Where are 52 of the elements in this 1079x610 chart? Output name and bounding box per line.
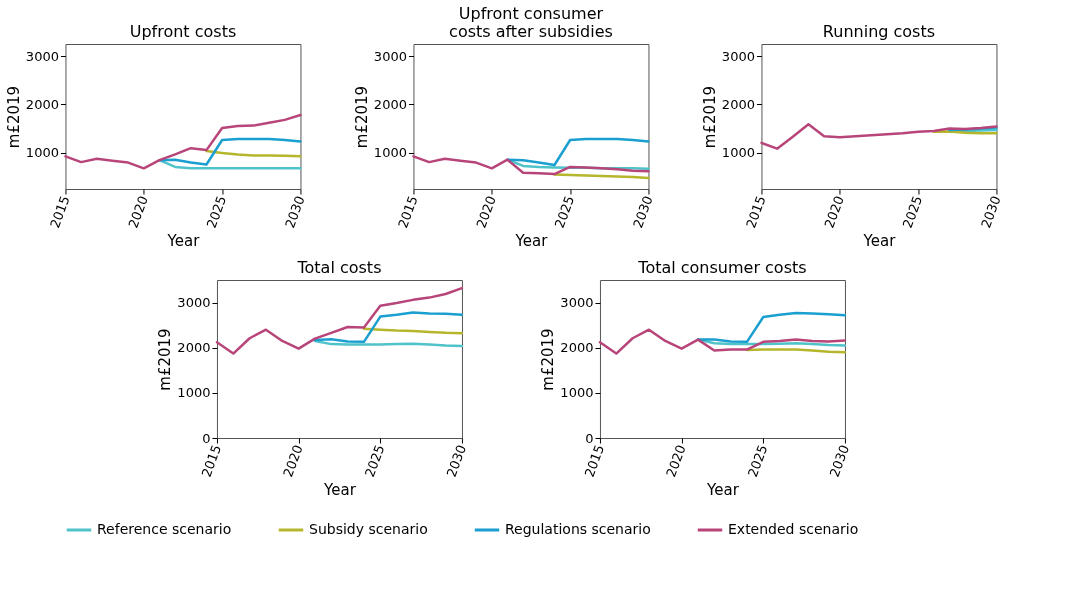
x-tick-label: 2025 (551, 193, 578, 230)
x-tick-label: 2020 (280, 442, 306, 479)
y-tick-label: 1000 (560, 385, 594, 401)
x-tick-label: 2020 (473, 193, 499, 230)
y-axis-title: m£2019 (4, 85, 23, 149)
chart-title: Upfront costs (129, 22, 237, 41)
chart-title: Total costs (296, 258, 382, 277)
y-tick-label: 3000 (25, 48, 59, 64)
y-tick-label: 1000 (177, 385, 211, 401)
y-tick-label: 2000 (177, 340, 211, 356)
x-tick-label: 2025 (899, 193, 926, 230)
x-tick-label: 2020 (125, 193, 151, 230)
x-tick-label: 2030 (826, 442, 853, 479)
y-tick-label: 1000 (721, 145, 755, 161)
x-axis-title: Year (706, 480, 740, 499)
y-tick-label: 3000 (560, 295, 594, 311)
y-axis-title: m£2019 (700, 85, 719, 149)
x-tick-label: 2015 (743, 193, 769, 230)
chart-title: Running costs (822, 22, 936, 41)
y-tick-label: 1000 (25, 145, 59, 161)
x-tick-label: 2030 (978, 193, 1004, 230)
x-tick-label: 2020 (821, 193, 847, 230)
x-axis-title: Year (166, 231, 201, 250)
y-tick-label: 3000 (177, 295, 211, 311)
y-axis-title: m£2019 (539, 328, 558, 391)
y-tick-label: 2000 (560, 340, 594, 356)
x-tick-label: 2030 (282, 193, 308, 230)
y-axis-title: m£2019 (352, 85, 371, 149)
chart-title: Upfront consumer costs after subsidies (449, 4, 613, 41)
x-tick-label: 2030 (630, 193, 656, 230)
legend-label: Regulations scenario (505, 521, 651, 537)
x-tick-label: 2020 (663, 442, 689, 479)
y-tick-label: 3000 (373, 48, 407, 64)
y-tick-label: 2000 (25, 97, 59, 112)
y-axis-title: m£2019 (156, 328, 175, 391)
x-tick-label: 2025 (744, 442, 771, 479)
x-axis-title: Year (323, 480, 357, 499)
legend-label: Reference scenario (97, 521, 232, 537)
y-tick-label: 3000 (721, 48, 755, 64)
x-tick-label: 2015 (47, 193, 73, 230)
legend-label: Subsidy scenario (309, 521, 428, 537)
y-tick-label: 1000 (373, 145, 407, 161)
x-tick-label: 2025 (203, 193, 230, 230)
legend-label: Extended scenario (728, 521, 859, 537)
x-tick-label: 2030 (443, 442, 470, 479)
chart-title: Total consumer costs (637, 258, 807, 277)
x-axis-title: Year (514, 231, 549, 250)
x-axis-title: Year (862, 231, 897, 250)
x-tick-label: 2025 (361, 442, 388, 479)
y-tick-label: 2000 (721, 97, 755, 112)
x-tick-label: 2015 (395, 193, 421, 230)
y-tick-label: 2000 (373, 97, 407, 112)
